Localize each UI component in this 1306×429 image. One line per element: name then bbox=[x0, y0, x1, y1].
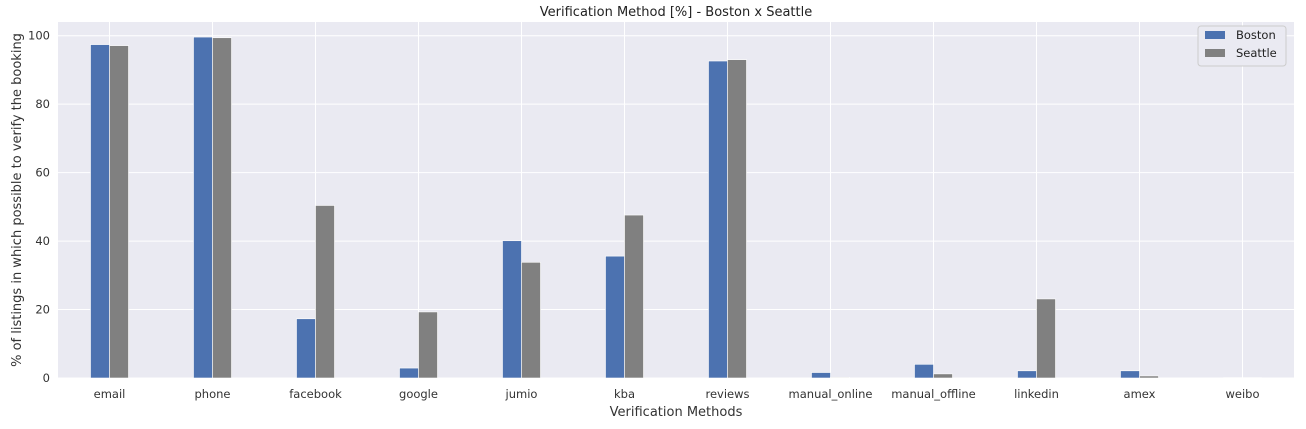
y-tick-label: 20 bbox=[35, 303, 50, 317]
legend-label-boston: Boston bbox=[1236, 28, 1276, 42]
x-tick-labels: email phone facebook google jumio kba reviews m… bbox=[94, 387, 1260, 401]
y-tick-label: 0 bbox=[43, 371, 50, 385]
bar-seattle-linkedin bbox=[1036, 298, 1056, 379]
legend-label-seattle: Seattle bbox=[1236, 46, 1277, 60]
bar-boston-facebook bbox=[296, 318, 316, 379]
bar-boston-manual_online bbox=[811, 372, 831, 379]
y-tick-label: 100 bbox=[28, 29, 50, 43]
gridlines bbox=[58, 22, 1294, 379]
chart-title: Verification Method [%] - Boston x Seatt… bbox=[540, 5, 812, 20]
x-tick-label: linkedin bbox=[1014, 387, 1059, 401]
bar-boston-manual_offline bbox=[914, 364, 934, 379]
legend: Boston Seattle bbox=[1197, 25, 1287, 67]
bar-seattle-facebook bbox=[315, 205, 335, 379]
x-tick-label: facebook bbox=[289, 387, 342, 401]
plot-area bbox=[58, 22, 1294, 378]
bar-boston-reviews bbox=[708, 60, 728, 379]
bar-boston-linkedin bbox=[1017, 370, 1037, 379]
x-tick-label: google bbox=[399, 387, 438, 401]
x-tick-label: weibo bbox=[1225, 387, 1259, 401]
legend-swatch-boston bbox=[1205, 31, 1225, 39]
bar-seattle-phone bbox=[212, 37, 232, 379]
x-tick-label: email bbox=[94, 387, 126, 401]
bar-seattle-jumio bbox=[521, 261, 541, 379]
x-tick-label: kba bbox=[614, 387, 635, 401]
x-tick-label: phone bbox=[195, 387, 231, 401]
bar-boston-email bbox=[90, 44, 110, 379]
x-axis-label: Verification Methods bbox=[610, 405, 743, 420]
bar-boston-google bbox=[399, 367, 419, 379]
bar-seattle-kba bbox=[624, 214, 644, 379]
y-tick-label: 40 bbox=[35, 234, 50, 248]
legend-swatch-seattle bbox=[1205, 49, 1225, 57]
x-tick-label: manual_offline bbox=[891, 387, 976, 401]
y-axis-label: % of listings in which possible to verif… bbox=[10, 33, 25, 367]
bar-boston-amex bbox=[1120, 370, 1140, 379]
y-tick-labels: 0 20 40 60 80 100 bbox=[28, 29, 50, 385]
y-tick-label: 80 bbox=[35, 97, 50, 111]
bar-seattle-manual_online bbox=[830, 377, 850, 379]
x-tick-label: manual_online bbox=[789, 387, 873, 401]
bar-seattle-manual_offline bbox=[933, 373, 953, 379]
bar-boston-kba bbox=[605, 255, 625, 379]
x-tick-label: amex bbox=[1124, 387, 1156, 401]
x-tick-label: jumio bbox=[505, 387, 538, 401]
bars bbox=[90, 36, 1262, 379]
bar-boston-phone bbox=[193, 36, 213, 379]
bar-boston-jumio bbox=[502, 240, 522, 379]
bar-seattle-amex bbox=[1139, 375, 1159, 379]
bar-seattle-email bbox=[109, 45, 129, 379]
x-tick-label: reviews bbox=[705, 387, 749, 401]
y-tick-label: 60 bbox=[35, 166, 50, 180]
bar-seattle-google bbox=[418, 311, 438, 379]
bar-seattle-reviews bbox=[727, 59, 747, 379]
